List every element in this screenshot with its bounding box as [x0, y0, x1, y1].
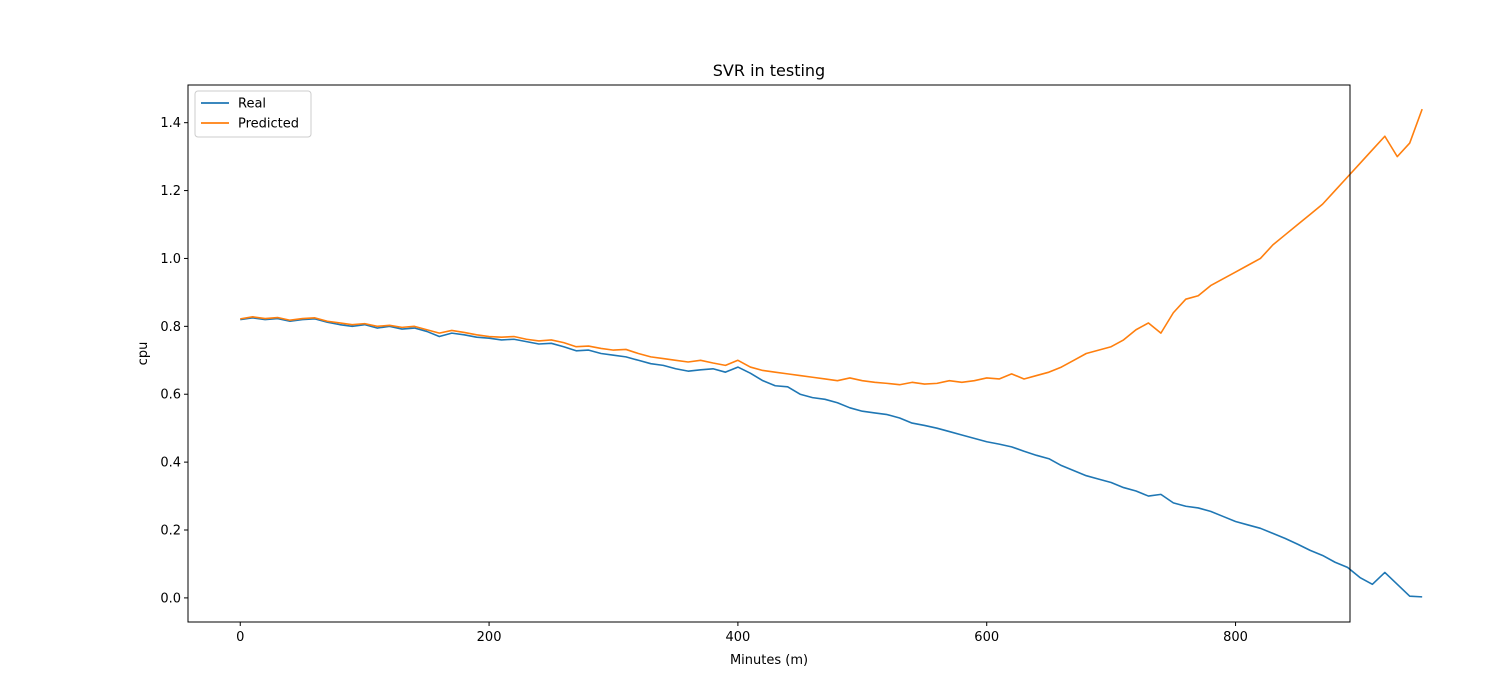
y-axis-label: cpu: [136, 342, 151, 366]
chart-title: SVR in testing: [713, 61, 825, 80]
series-line-predicted: [240, 108, 1423, 386]
x-axis: 0 200 400 600 800: [236, 622, 1248, 645]
x-tick-label: 600: [974, 630, 999, 645]
x-tick-label: 200: [477, 630, 502, 645]
y-tick-label: 1.2: [160, 184, 181, 199]
y-tick-label: 0.6: [160, 388, 181, 403]
x-axis-label: Minutes (m): [730, 653, 808, 668]
x-tick-label: 0: [236, 630, 244, 645]
y-tick-label: 1.0: [160, 252, 181, 267]
x-tick-label: 800: [1223, 630, 1248, 645]
y-tick-label: 0.0: [160, 591, 181, 606]
series-layer: [240, 108, 1423, 598]
legend-label-predicted: Predicted: [238, 117, 299, 132]
y-axis: 0.0 0.2 0.4 0.6 0.8 1.0 1.2 1.4: [160, 116, 188, 606]
legend: Real Predicted: [194, 90, 312, 138]
x-tick-label: 400: [725, 630, 750, 645]
series-line-real: [240, 317, 1423, 598]
plot-frame: [187, 84, 1351, 623]
y-tick-label: 0.4: [160, 456, 181, 471]
y-tick-label: 1.4: [160, 116, 181, 131]
y-tick-label: 0.2: [160, 524, 181, 539]
legend-label-real: Real: [238, 97, 266, 112]
y-tick-label: 0.8: [160, 320, 181, 335]
